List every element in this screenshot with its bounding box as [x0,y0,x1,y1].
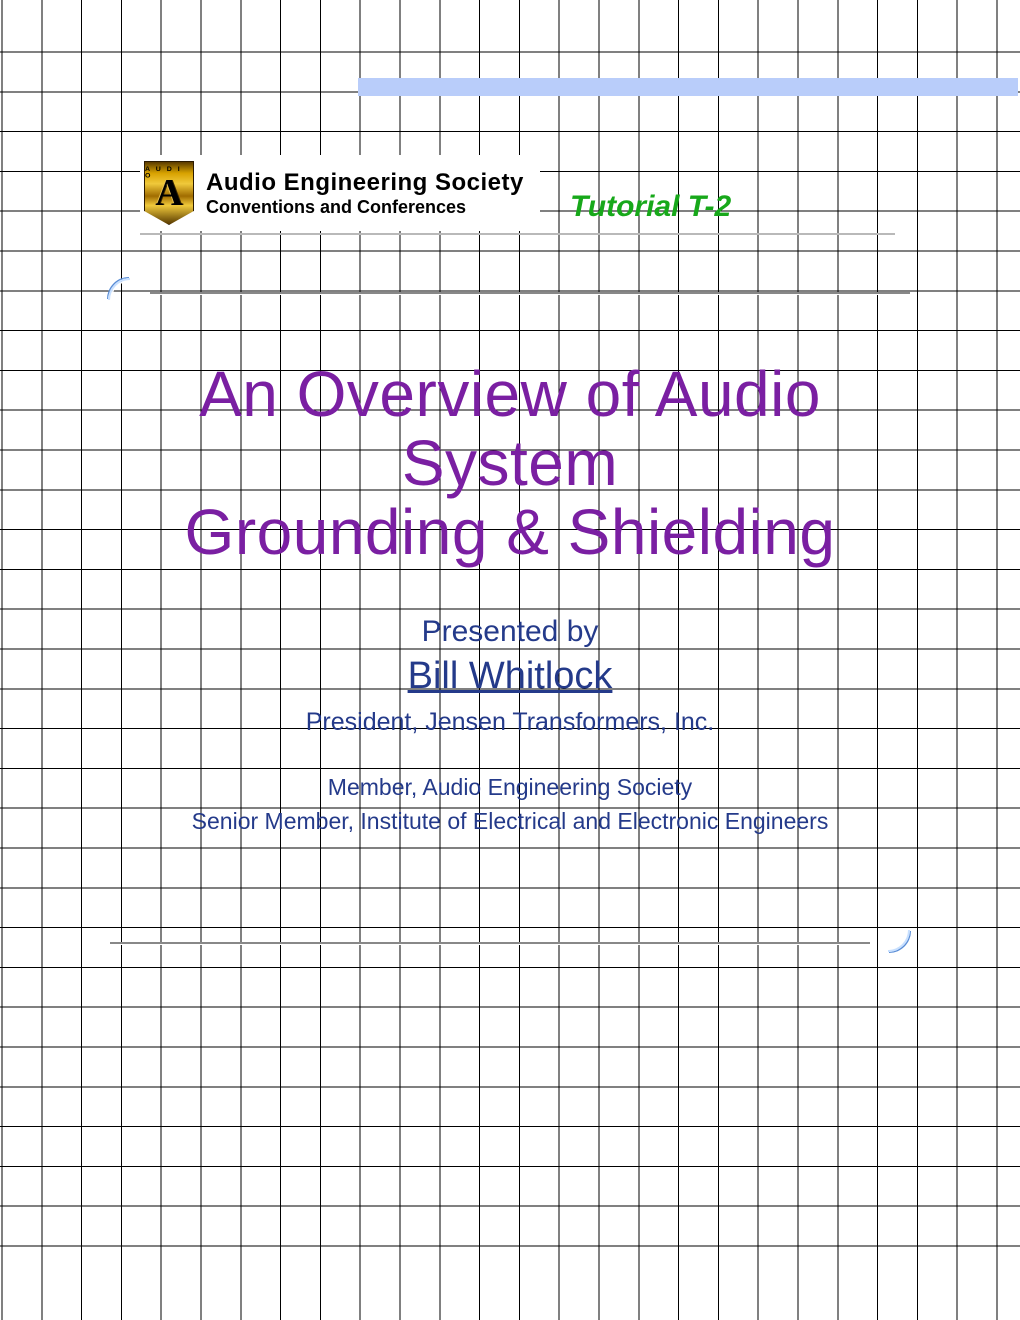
presenter-memberships: Member, Audio Engineering Society Senior… [100,771,920,838]
presenter-name: Bill Whitlock [100,655,920,698]
corner-ornament-br-icon [888,930,910,952]
presented-by-label: Presented by [100,615,920,649]
tutorial-tag: Tutorial T-2 [570,190,731,224]
logo-text: Audio Engineering Society Conventions an… [206,169,524,218]
emboss-rule-top [150,292,910,294]
presenter-role: President, Jensen Transformers, Inc. [100,708,920,737]
membership-line2: Senior Member, Institute of Electrical a… [192,808,829,834]
logo-line1: Audio Engineering Society [206,169,524,197]
corner-ornament-tl-icon [108,278,130,300]
aes-shield-icon: A U D I O A [144,161,194,225]
logo-shadow-rule [140,233,895,235]
badge-arc-text: A U D I O [145,167,193,180]
aes-logo-block: A U D I O A Audio Engineering Society Co… [140,155,540,231]
emboss-rule-bottom [110,942,870,944]
slide-stage: A U D I O A Audio Engineering Society Co… [0,0,1020,1320]
accent-bar [358,78,1018,96]
logo-line2: Conventions and Conferences [206,197,524,218]
title-line2: Grounding & Shielding [185,496,836,568]
slide-title: An Overview of Audio System Grounding & … [100,360,920,567]
title-line1: An Overview of Audio System [199,358,821,499]
membership-line1: Member, Audio Engineering Society [328,774,692,800]
content-box: An Overview of Audio System Grounding & … [100,290,920,945]
badge-letter: A [155,178,182,208]
